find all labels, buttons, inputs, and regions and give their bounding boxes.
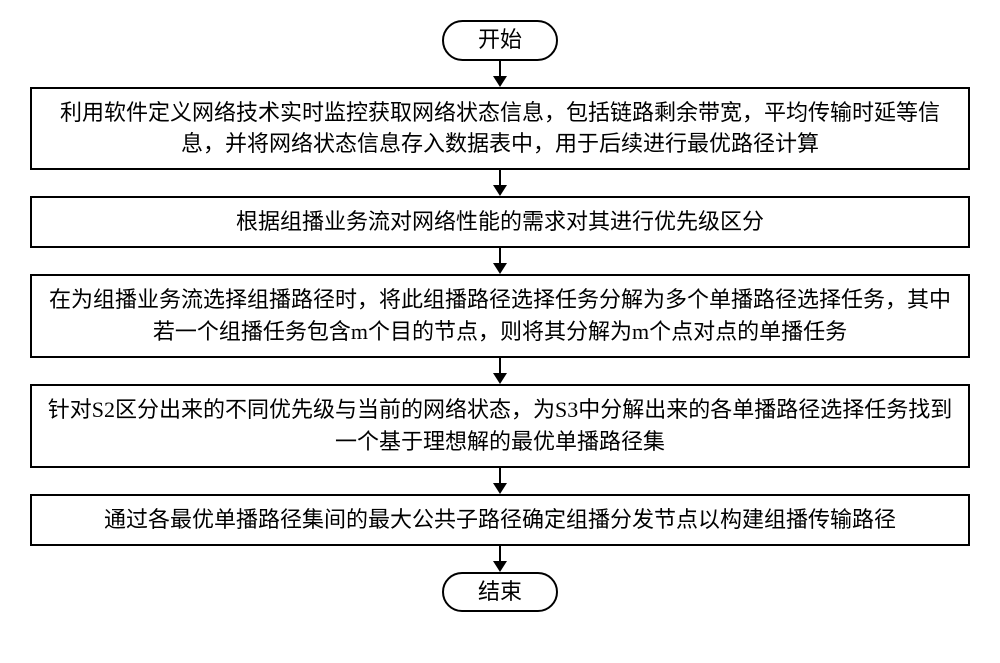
- step-text: 利用软件定义网络技术实时监控获取网络状态信息，包括链路剩余带宽，平均传输时延等信…: [60, 100, 940, 157]
- end-terminal: 结束: [442, 572, 558, 613]
- arrow: [493, 468, 507, 494]
- step-text: 通过各最优单播路径集间的最大公共子路径确定组播分发节点以构建组播传输路径: [104, 507, 896, 532]
- arrow: [493, 546, 507, 572]
- arrow: [493, 61, 507, 87]
- step-box-5: 通过各最优单播路径集间的最大公共子路径确定组播分发节点以构建组播传输路径: [30, 494, 970, 546]
- arrow: [493, 248, 507, 274]
- start-label: 开始: [478, 27, 522, 52]
- step-text: 根据组播业务流对网络性能的需求对其进行优先级区分: [236, 209, 764, 234]
- step-box-1: 利用软件定义网络技术实时监控获取网络状态信息，包括链路剩余带宽，平均传输时延等信…: [30, 87, 970, 171]
- flowchart-container: 开始 利用软件定义网络技术实时监控获取网络状态信息，包括链路剩余带宽，平均传输时…: [30, 20, 970, 612]
- arrow: [493, 358, 507, 384]
- step-text: 针对S2区分出来的不同优先级与当前的网络状态，为S3中分解出来的各单播路径选择任…: [48, 397, 952, 454]
- start-terminal: 开始: [442, 20, 558, 61]
- arrow: [493, 170, 507, 196]
- step-text: 在为组播业务流选择组播路径时，将此组播路径选择任务分解为多个单播路径选择任务，其…: [49, 287, 951, 344]
- step-box-4: 针对S2区分出来的不同优先级与当前的网络状态，为S3中分解出来的各单播路径选择任…: [30, 384, 970, 468]
- end-label: 结束: [478, 579, 522, 604]
- step-box-2: 根据组播业务流对网络性能的需求对其进行优先级区分: [30, 196, 970, 248]
- step-box-3: 在为组播业务流选择组播路径时，将此组播路径选择任务分解为多个单播路径选择任务，其…: [30, 274, 970, 358]
